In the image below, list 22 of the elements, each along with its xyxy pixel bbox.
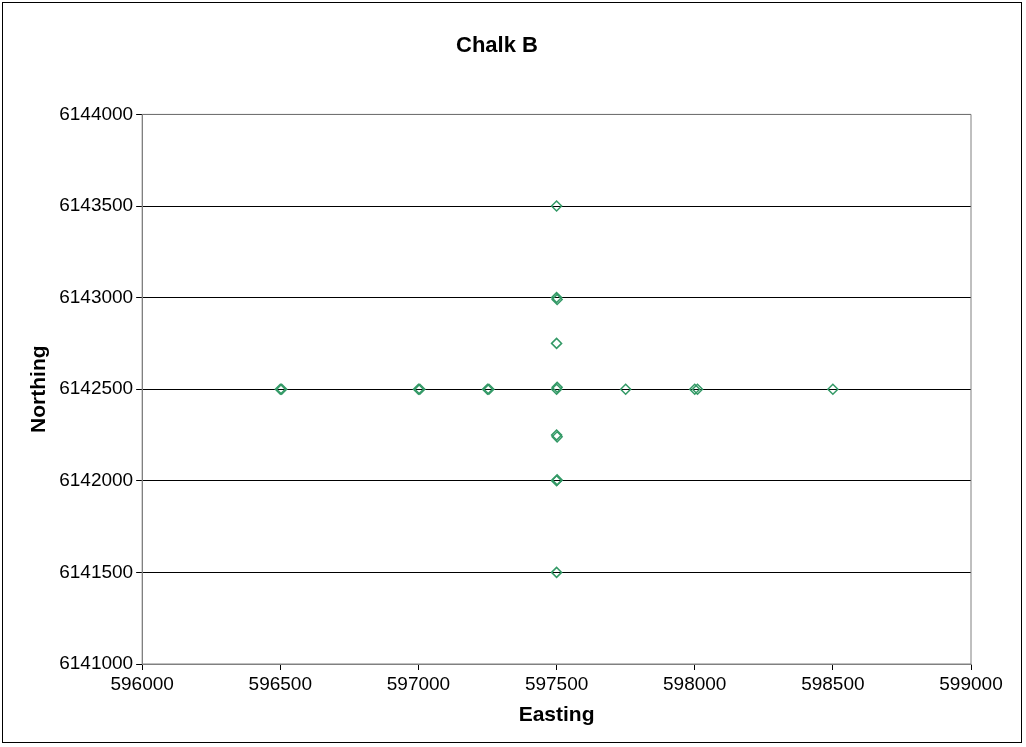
x-tick-label: 598000	[663, 672, 727, 694]
point	[550, 337, 563, 350]
point	[827, 383, 839, 395]
x-tick-label: 596500	[248, 672, 313, 694]
y-tick-label: 6141500	[59, 560, 134, 582]
point	[619, 383, 632, 395]
y-tick-label: 6143000	[59, 285, 134, 307]
x-tick-label: 598500	[801, 672, 865, 694]
y-tick-label: 6143500	[59, 194, 134, 216]
chart-title: Chalk B	[456, 32, 538, 58]
y-tick-label: 6144000	[59, 102, 134, 124]
point	[550, 566, 563, 579]
x-axis-title: Easting	[518, 702, 595, 726]
x-tick-label: 596000	[110, 672, 174, 694]
y-tick-label: 6142000	[59, 469, 134, 491]
x-tick-label: 597000	[386, 672, 451, 694]
x-tick-label: 597500	[524, 672, 589, 694]
y-tick-label: 6142500	[59, 377, 134, 399]
x-tick-label: 599000	[939, 672, 1003, 694]
y-axis-title: Northing	[26, 345, 50, 433]
point	[550, 200, 563, 212]
y-tick-label: 6141000	[59, 652, 134, 674]
